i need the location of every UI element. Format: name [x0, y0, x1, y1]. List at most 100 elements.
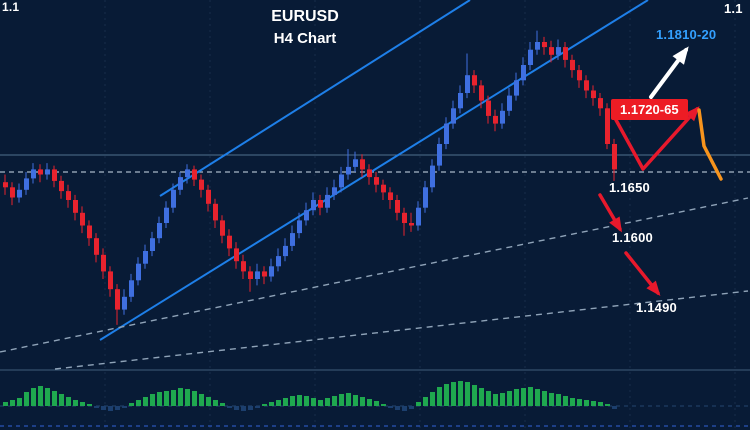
- histogram-bar-positive: [213, 400, 218, 406]
- candle-body: [66, 191, 71, 200]
- candle-body: [73, 200, 78, 213]
- chart-title: EURUSD H4 Chart: [230, 8, 380, 47]
- histogram-bar-positive: [416, 402, 421, 406]
- candle-body: [332, 187, 337, 195]
- histogram-bar-positive: [143, 397, 148, 406]
- histogram-bar-positive: [556, 394, 561, 406]
- candle-body: [143, 251, 148, 264]
- candle-body: [234, 248, 239, 262]
- histogram-bar-positive: [367, 399, 372, 406]
- channel-lower-line: [99, 0, 649, 341]
- histogram-bar-positive: [269, 402, 274, 406]
- histogram-bar-negative: [234, 406, 239, 410]
- histogram-bar-negative: [612, 406, 617, 409]
- candle-body: [276, 256, 281, 267]
- candle-body: [115, 289, 120, 310]
- candle-body: [297, 220, 302, 234]
- candle-body: [584, 80, 589, 91]
- candle-body: [423, 187, 428, 208]
- histogram-bar-positive: [276, 400, 281, 406]
- red-target-arrow-1600-head: [609, 216, 622, 233]
- candle-body: [563, 47, 568, 60]
- histogram-bar-positive: [283, 398, 288, 406]
- candle-body: [612, 144, 617, 170]
- candle-body: [248, 271, 253, 279]
- candle-body: [346, 166, 351, 175]
- candle-body: [577, 70, 582, 81]
- histogram-bar-positive: [262, 404, 267, 406]
- candle-body: [24, 178, 29, 190]
- candle-body: [192, 169, 197, 180]
- histogram-bar-positive: [528, 387, 533, 406]
- histogram-bar-negative: [409, 406, 414, 409]
- candle-body: [381, 184, 386, 193]
- candle-body: [353, 159, 358, 167]
- histogram-bar-positive: [31, 388, 36, 406]
- candle-body: [45, 169, 50, 175]
- histogram-bar-negative: [241, 406, 246, 411]
- candle-body: [199, 179, 204, 190]
- histogram-bar-negative: [122, 406, 127, 408]
- histogram-bar-positive: [290, 396, 295, 406]
- histogram-bar-positive: [304, 396, 309, 406]
- histogram-bar-positive: [353, 395, 358, 406]
- candle-body: [514, 80, 519, 96]
- histogram-bar-positive: [570, 398, 575, 406]
- histogram-bar-positive: [325, 398, 330, 406]
- candle-body: [535, 42, 540, 50]
- candle-body: [17, 189, 22, 198]
- candle-body: [283, 245, 288, 257]
- histogram-bar-positive: [430, 392, 435, 406]
- candle-body: [486, 100, 491, 116]
- candle-body: [164, 207, 169, 223]
- histogram-bar-positive: [598, 402, 603, 406]
- candle-body: [395, 200, 400, 213]
- histogram-bar-positive: [297, 395, 302, 406]
- histogram-bar-positive: [507, 391, 512, 406]
- candle-body: [304, 210, 309, 221]
- candle-body: [59, 180, 64, 192]
- level-label-1600: 1.1600: [612, 230, 653, 245]
- histogram-bar-positive: [451, 382, 456, 406]
- red-retest-arrow-head: [685, 106, 700, 122]
- candle-body: [507, 95, 512, 111]
- histogram-bar-positive: [52, 391, 57, 406]
- histogram-bar-positive: [199, 394, 204, 406]
- level-label-1650: 1.1650: [609, 180, 650, 195]
- histogram-bar-positive: [150, 394, 155, 406]
- candle-body: [458, 93, 463, 109]
- histogram-bar-positive: [206, 397, 211, 406]
- histogram-bar-positive: [577, 399, 582, 406]
- candle-body: [255, 271, 260, 279]
- histogram-bar-positive: [542, 391, 547, 406]
- histogram-bar-positive: [17, 398, 22, 406]
- histogram-bar-positive: [10, 400, 15, 406]
- candle-body: [150, 238, 155, 251]
- level-label-1490: 1.1490: [636, 300, 677, 315]
- histogram-bar-negative: [402, 406, 407, 411]
- candle-body: [3, 182, 8, 188]
- histogram-bar-positive: [584, 400, 589, 406]
- candle-body: [80, 212, 85, 226]
- histogram-bar-positive: [3, 402, 8, 406]
- red-target-arrow-1490-head: [646, 280, 661, 297]
- histogram-bar-positive: [591, 401, 596, 406]
- histogram-bar-positive: [164, 391, 169, 406]
- channel-upper-line: [159, 0, 471, 197]
- candle-body: [220, 220, 225, 236]
- histogram-bar-negative: [255, 406, 260, 408]
- timeframe-label: H4 Chart: [273, 30, 337, 47]
- candle-body: [388, 192, 393, 200]
- histogram-bar-positive: [514, 389, 519, 406]
- histogram-bar-positive: [500, 393, 505, 406]
- candle-body: [549, 47, 554, 55]
- histogram-bar-positive: [332, 396, 337, 406]
- symbol-label: EURUSD: [271, 8, 339, 25]
- histogram-bar-positive: [178, 388, 183, 406]
- candle-body: [269, 266, 274, 277]
- candle-body: [402, 212, 407, 223]
- candle-body: [122, 296, 127, 310]
- histogram-bar-positive: [472, 385, 477, 406]
